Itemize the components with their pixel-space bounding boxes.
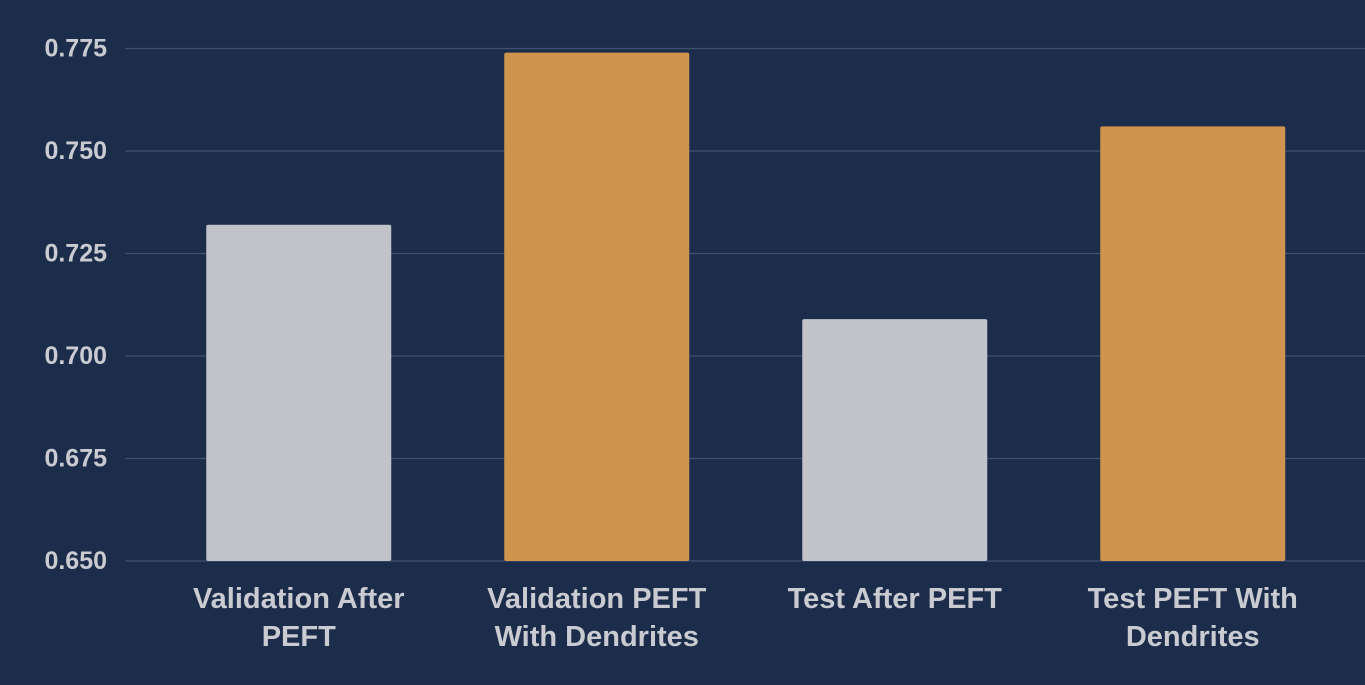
bar bbox=[802, 319, 988, 561]
x-category-label-line: With Dendrites bbox=[495, 621, 699, 653]
x-category-label-line: Test After PEFT bbox=[788, 583, 1003, 615]
bar bbox=[1100, 126, 1286, 562]
x-category-label-line: Validation After bbox=[193, 583, 405, 615]
bar bbox=[504, 52, 690, 561]
x-category-label: Validation PEFT With Dendrites bbox=[487, 583, 706, 653]
y-tick-label: 0.725 bbox=[44, 240, 107, 268]
x-category-label-line: PEFT bbox=[262, 621, 336, 653]
x-category-label: Validation After PEFT bbox=[193, 583, 405, 653]
y-axis-ticks: 0.650 0.675 0.700 0.725 0.750 0.775 bbox=[44, 35, 107, 576]
x-axis-labels: Validation After PEFT Validation PEFT With … bbox=[193, 583, 1298, 653]
bar bbox=[206, 224, 392, 562]
y-tick-label: 0.675 bbox=[44, 445, 107, 473]
x-category-label-line: Test PEFT With bbox=[1088, 583, 1298, 615]
y-tick-label: 0.700 bbox=[44, 342, 107, 370]
y-tick-label: 0.750 bbox=[44, 137, 107, 165]
x-category-label-line: Dendrites bbox=[1126, 621, 1260, 653]
y-tick-label: 0.775 bbox=[44, 35, 107, 63]
x-category-label: Test After PEFT bbox=[788, 583, 1003, 615]
x-category-label-line: Validation PEFT bbox=[487, 583, 706, 615]
bar-layer bbox=[206, 52, 1286, 562]
y-tick-label: 0.650 bbox=[44, 547, 107, 575]
x-category-label: Test PEFT With Dendrites bbox=[1088, 583, 1298, 653]
